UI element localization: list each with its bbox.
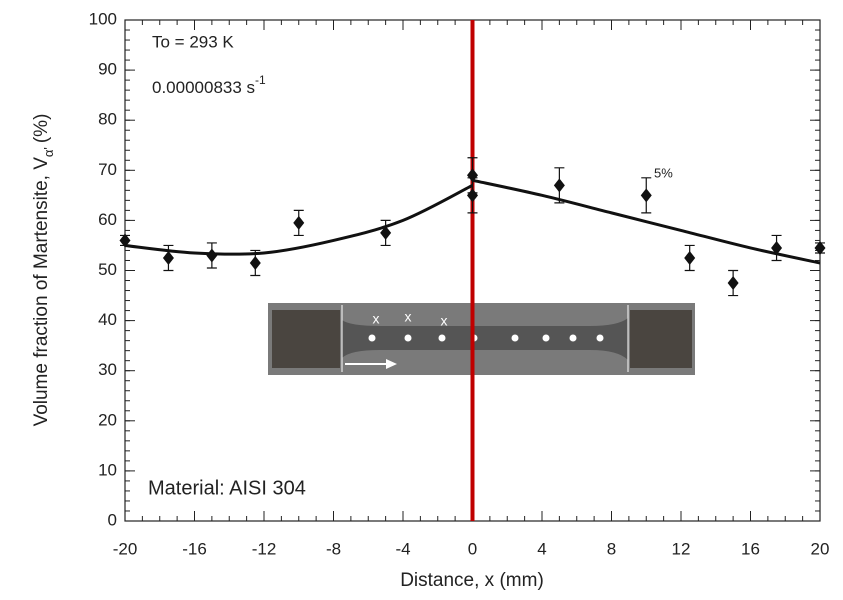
annotation-rate-exp: -1	[255, 73, 266, 87]
x-tick-label: -8	[326, 539, 341, 558]
y-tick-label: 90	[98, 60, 117, 79]
x-tick-label: 0	[468, 539, 477, 558]
x-tick-label: 16	[741, 539, 760, 558]
data-point	[162, 250, 174, 265]
x-tick-label: -4	[395, 539, 410, 558]
data-point	[467, 188, 478, 203]
data-point	[119, 233, 131, 248]
y-tick-label: 50	[98, 260, 117, 279]
y-tick-label: 100	[89, 9, 117, 28]
data-point	[814, 240, 826, 255]
y-tick-label: 0	[108, 510, 117, 529]
inset-grip	[272, 310, 340, 368]
y-axis-title: Volume fraction of Martensite, Vα' (%)	[31, 114, 56, 427]
x-tick-label: 12	[672, 539, 691, 558]
fit-curve	[472, 178, 821, 265]
inset-photo: x x x	[268, 303, 695, 375]
data-point	[553, 178, 565, 193]
annotation: To = 293 K	[152, 32, 234, 51]
annotation: 0.00000833 s-1	[152, 73, 266, 97]
data-point	[727, 276, 739, 291]
y-tick-label: 30	[98, 360, 117, 379]
annotation: Material: AISI 304	[148, 477, 306, 499]
x-tick-label: 4	[537, 539, 546, 558]
data-point	[467, 168, 478, 183]
x-axis-title: Distance, x (mm)	[400, 570, 544, 591]
y-title-sub: α'	[41, 147, 56, 157]
data-point	[293, 215, 305, 230]
y-tick-label: 40	[98, 310, 117, 329]
y-tick-label: 80	[98, 110, 117, 129]
data-point	[249, 255, 261, 270]
data-point	[206, 248, 218, 263]
x-tick-label: 20	[811, 539, 830, 558]
annotation-rate: 0.00000833 s	[152, 78, 255, 97]
annotation: 5%	[654, 165, 673, 180]
inset-gauge	[342, 318, 628, 360]
y-title-main: Volume fraction of Martensite, V	[31, 157, 52, 427]
x-tick-label: -12	[252, 539, 277, 558]
inset-label: x	[441, 313, 448, 329]
data-point	[684, 250, 696, 265]
y-tick-label: 70	[98, 160, 117, 179]
x-tick-label: -16	[182, 539, 207, 558]
y-title-unit: (%)	[31, 114, 52, 144]
inset-label: x	[373, 311, 380, 327]
fit-curve	[124, 183, 474, 256]
x-tick-label: 8	[607, 539, 616, 558]
x-tick-label: -20	[113, 539, 138, 558]
data-point	[771, 240, 783, 255]
y-tick-label: 20	[98, 410, 117, 429]
data-point	[640, 188, 652, 203]
inset-arrow-head	[386, 359, 397, 369]
y-tick-label: 60	[98, 210, 117, 229]
y-tick-label: 10	[98, 460, 117, 479]
data-point	[380, 225, 392, 240]
inset-label: x	[405, 309, 412, 325]
inset-grip	[630, 310, 692, 368]
